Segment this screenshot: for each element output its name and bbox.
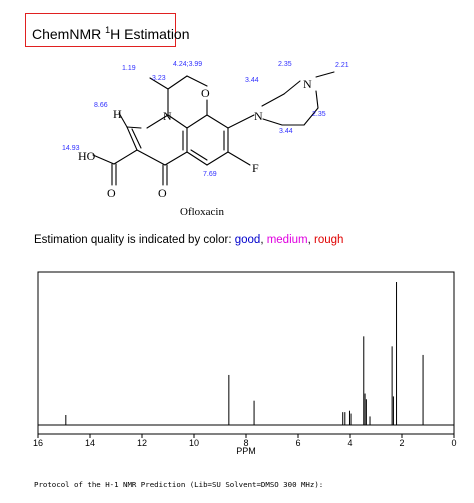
tick-label-6: 6 <box>295 438 300 448</box>
quality-medium: medium <box>266 234 308 246</box>
shift-ch3: 1.19 <box>122 65 136 72</box>
shift-pip-top: 2.35 <box>278 61 292 68</box>
atom-n-ring: N <box>163 109 172 123</box>
shift-cooh: 14.93 <box>62 145 80 152</box>
tick-label-4: 4 <box>347 438 352 448</box>
tick-label-2: 2 <box>399 438 404 448</box>
atom-n-methyl: N <box>303 77 312 91</box>
quality-legend: Estimation quality is indicated by color… <box>34 234 344 246</box>
molecule-structure: N O N N H F HO O O Ofloxacin 1.19 3.23 4… <box>62 61 349 218</box>
tick-label-0: 0 <box>451 438 456 448</box>
tick-label-14: 14 <box>85 438 95 448</box>
atom-o-ring: O <box>201 86 210 100</box>
shift-pip-left: 3.44 <box>245 77 259 84</box>
nmr-spectrum: 16 14 12 10 8 6 4 2 0 PPM <box>33 271 457 456</box>
atom-n-pip: N <box>254 109 263 123</box>
tick-label-16: 16 <box>33 438 43 448</box>
tick-label-10: 10 <box>189 438 199 448</box>
atom-o-carbonyl: O <box>158 186 167 200</box>
tick-label-8: 8 <box>243 438 248 448</box>
quality-rough: rough <box>314 234 344 246</box>
protocol-text: Protocol of the H-1 NMR Prediction (Lib=… <box>34 480 324 489</box>
tick-label-12: 12 <box>137 438 147 448</box>
atom-ho: HO <box>78 149 96 163</box>
plot-frame <box>37 271 455 435</box>
molecule-name: Ofloxacin <box>180 206 224 218</box>
quality-good: good <box>234 234 261 246</box>
atom-f: F <box>252 161 259 175</box>
atom-h-vinyl: H <box>113 107 122 121</box>
x-axis-label: PPM <box>236 446 256 456</box>
shift-pip-bot: 3.44 <box>279 128 293 135</box>
page-title: ChemNMR 1H Estimation <box>25 13 190 47</box>
shift-ch: 3.23 <box>152 75 166 82</box>
atom-o-acid: O <box>107 186 116 200</box>
shift-och2: 4.24;3.99 <box>173 61 202 68</box>
shift-arom-h: 7.69 <box>203 171 217 178</box>
shift-vinyl-h: 8.66 <box>94 102 108 109</box>
shift-pip-bot-r: 2.35 <box>312 111 326 118</box>
shift-nme: 2.21 <box>335 62 349 69</box>
